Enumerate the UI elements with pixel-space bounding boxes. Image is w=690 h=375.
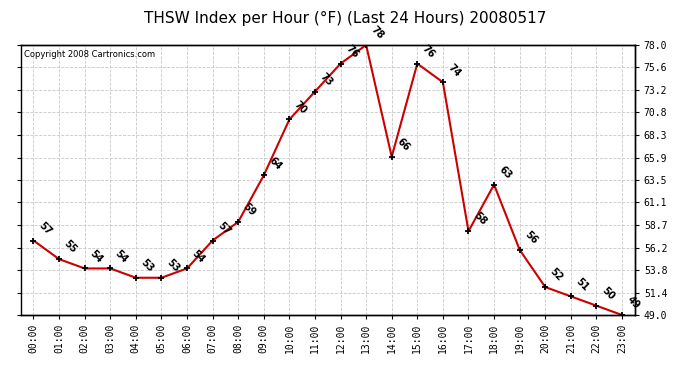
Text: 64: 64 (267, 155, 284, 172)
Text: 59: 59 (241, 201, 258, 218)
Text: Copyright 2008 Cartronics.com: Copyright 2008 Cartronics.com (23, 50, 155, 59)
Text: 54: 54 (88, 248, 104, 265)
Text: 53: 53 (164, 257, 181, 274)
Text: 53: 53 (139, 257, 155, 274)
Text: THSW Index per Hour (°F) (Last 24 Hours) 20080517: THSW Index per Hour (°F) (Last 24 Hours)… (144, 11, 546, 26)
Text: 57: 57 (216, 220, 233, 237)
Text: 76: 76 (420, 43, 437, 60)
Text: 51: 51 (574, 276, 591, 292)
Text: 49: 49 (625, 295, 642, 311)
Text: 74: 74 (446, 62, 462, 78)
Text: 56: 56 (523, 230, 540, 246)
Text: 58: 58 (471, 211, 489, 228)
Text: 76: 76 (344, 43, 360, 60)
Text: 54: 54 (113, 248, 130, 265)
Text: 66: 66 (395, 136, 411, 153)
Text: 55: 55 (62, 239, 79, 255)
Text: 54: 54 (190, 248, 207, 265)
Text: 63: 63 (497, 164, 514, 181)
Text: 50: 50 (600, 285, 616, 302)
Text: 57: 57 (37, 220, 53, 237)
Text: 52: 52 (549, 267, 565, 284)
Text: 73: 73 (318, 71, 335, 88)
Text: 70: 70 (293, 99, 309, 116)
Text: 78: 78 (369, 25, 386, 41)
